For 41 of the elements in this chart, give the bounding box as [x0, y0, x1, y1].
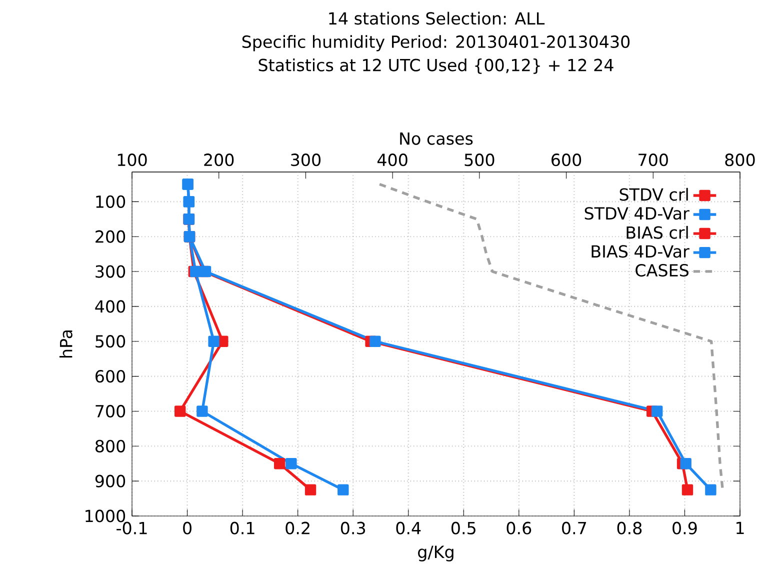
x-tick-label: 0.2 [286, 522, 310, 534]
y-tick-label: 900 [95, 474, 126, 488]
y-tick-label: 800 [96, 440, 126, 452]
x-tick-label: -0.1 [116, 522, 147, 534]
x2-tick-label: 600 [552, 154, 582, 166]
x2-tick-label: 200 [204, 154, 234, 166]
x-tick-label: 0.3 [340, 522, 366, 534]
y-tick-label: 200 [96, 230, 126, 243]
y-tick-label: 400 [95, 300, 126, 313]
x-tick-label: 0.4 [396, 522, 421, 534]
x2-tick-label: 500 [464, 154, 494, 166]
y-tick-label: 300 [96, 265, 126, 278]
x-tick-label: 0.8 [617, 522, 642, 534]
legend-label: BIAS 4D-Var [592, 245, 690, 258]
y-tick-label: 700 [96, 404, 126, 418]
chart-title: 14 stations Selection: ALL [329, 12, 545, 25]
legend-label: BIAS crl [626, 226, 688, 239]
text: Statistics at 12 UTC Used {00,12} + 12 24 [258, 58, 614, 74]
x-tick-label: 0.6 [506, 522, 532, 534]
x2-tick-label: 700 [638, 154, 668, 166]
y-tick-label: 1000 [86, 510, 126, 522]
x2-tick-label: 300 [291, 154, 321, 166]
x-tick-label: 0.9 [672, 522, 697, 534]
x-tick-label: 0.1 [230, 522, 254, 534]
x2-tick-label: 400 [377, 154, 408, 166]
x-tick-label: 0.5 [451, 522, 476, 534]
y-tick-label: 500 [96, 335, 126, 348]
x-tick-label: 0.7 [562, 522, 586, 534]
y-axis-title: hPa [59, 330, 72, 358]
x2-tick-label: 100 [118, 154, 147, 166]
legend-label: STDV crl [620, 188, 688, 201]
legend-label: STDV 4D-Var [584, 207, 690, 220]
chart-subtitle: Specific humidity Period: 20130401-20130430 [242, 35, 630, 52]
y-tick-label: 100 [96, 195, 126, 208]
x-axis-title: g/Kg [418, 546, 454, 562]
x-tick-label: 0 [183, 522, 192, 534]
x2-axis-title: No cases [400, 132, 473, 145]
x-tick-label: 1 [736, 522, 744, 534]
y-tick-label: 600 [96, 370, 126, 383]
legend-label: CASES [636, 264, 688, 277]
x2-tick-label: 800 [725, 154, 755, 166]
